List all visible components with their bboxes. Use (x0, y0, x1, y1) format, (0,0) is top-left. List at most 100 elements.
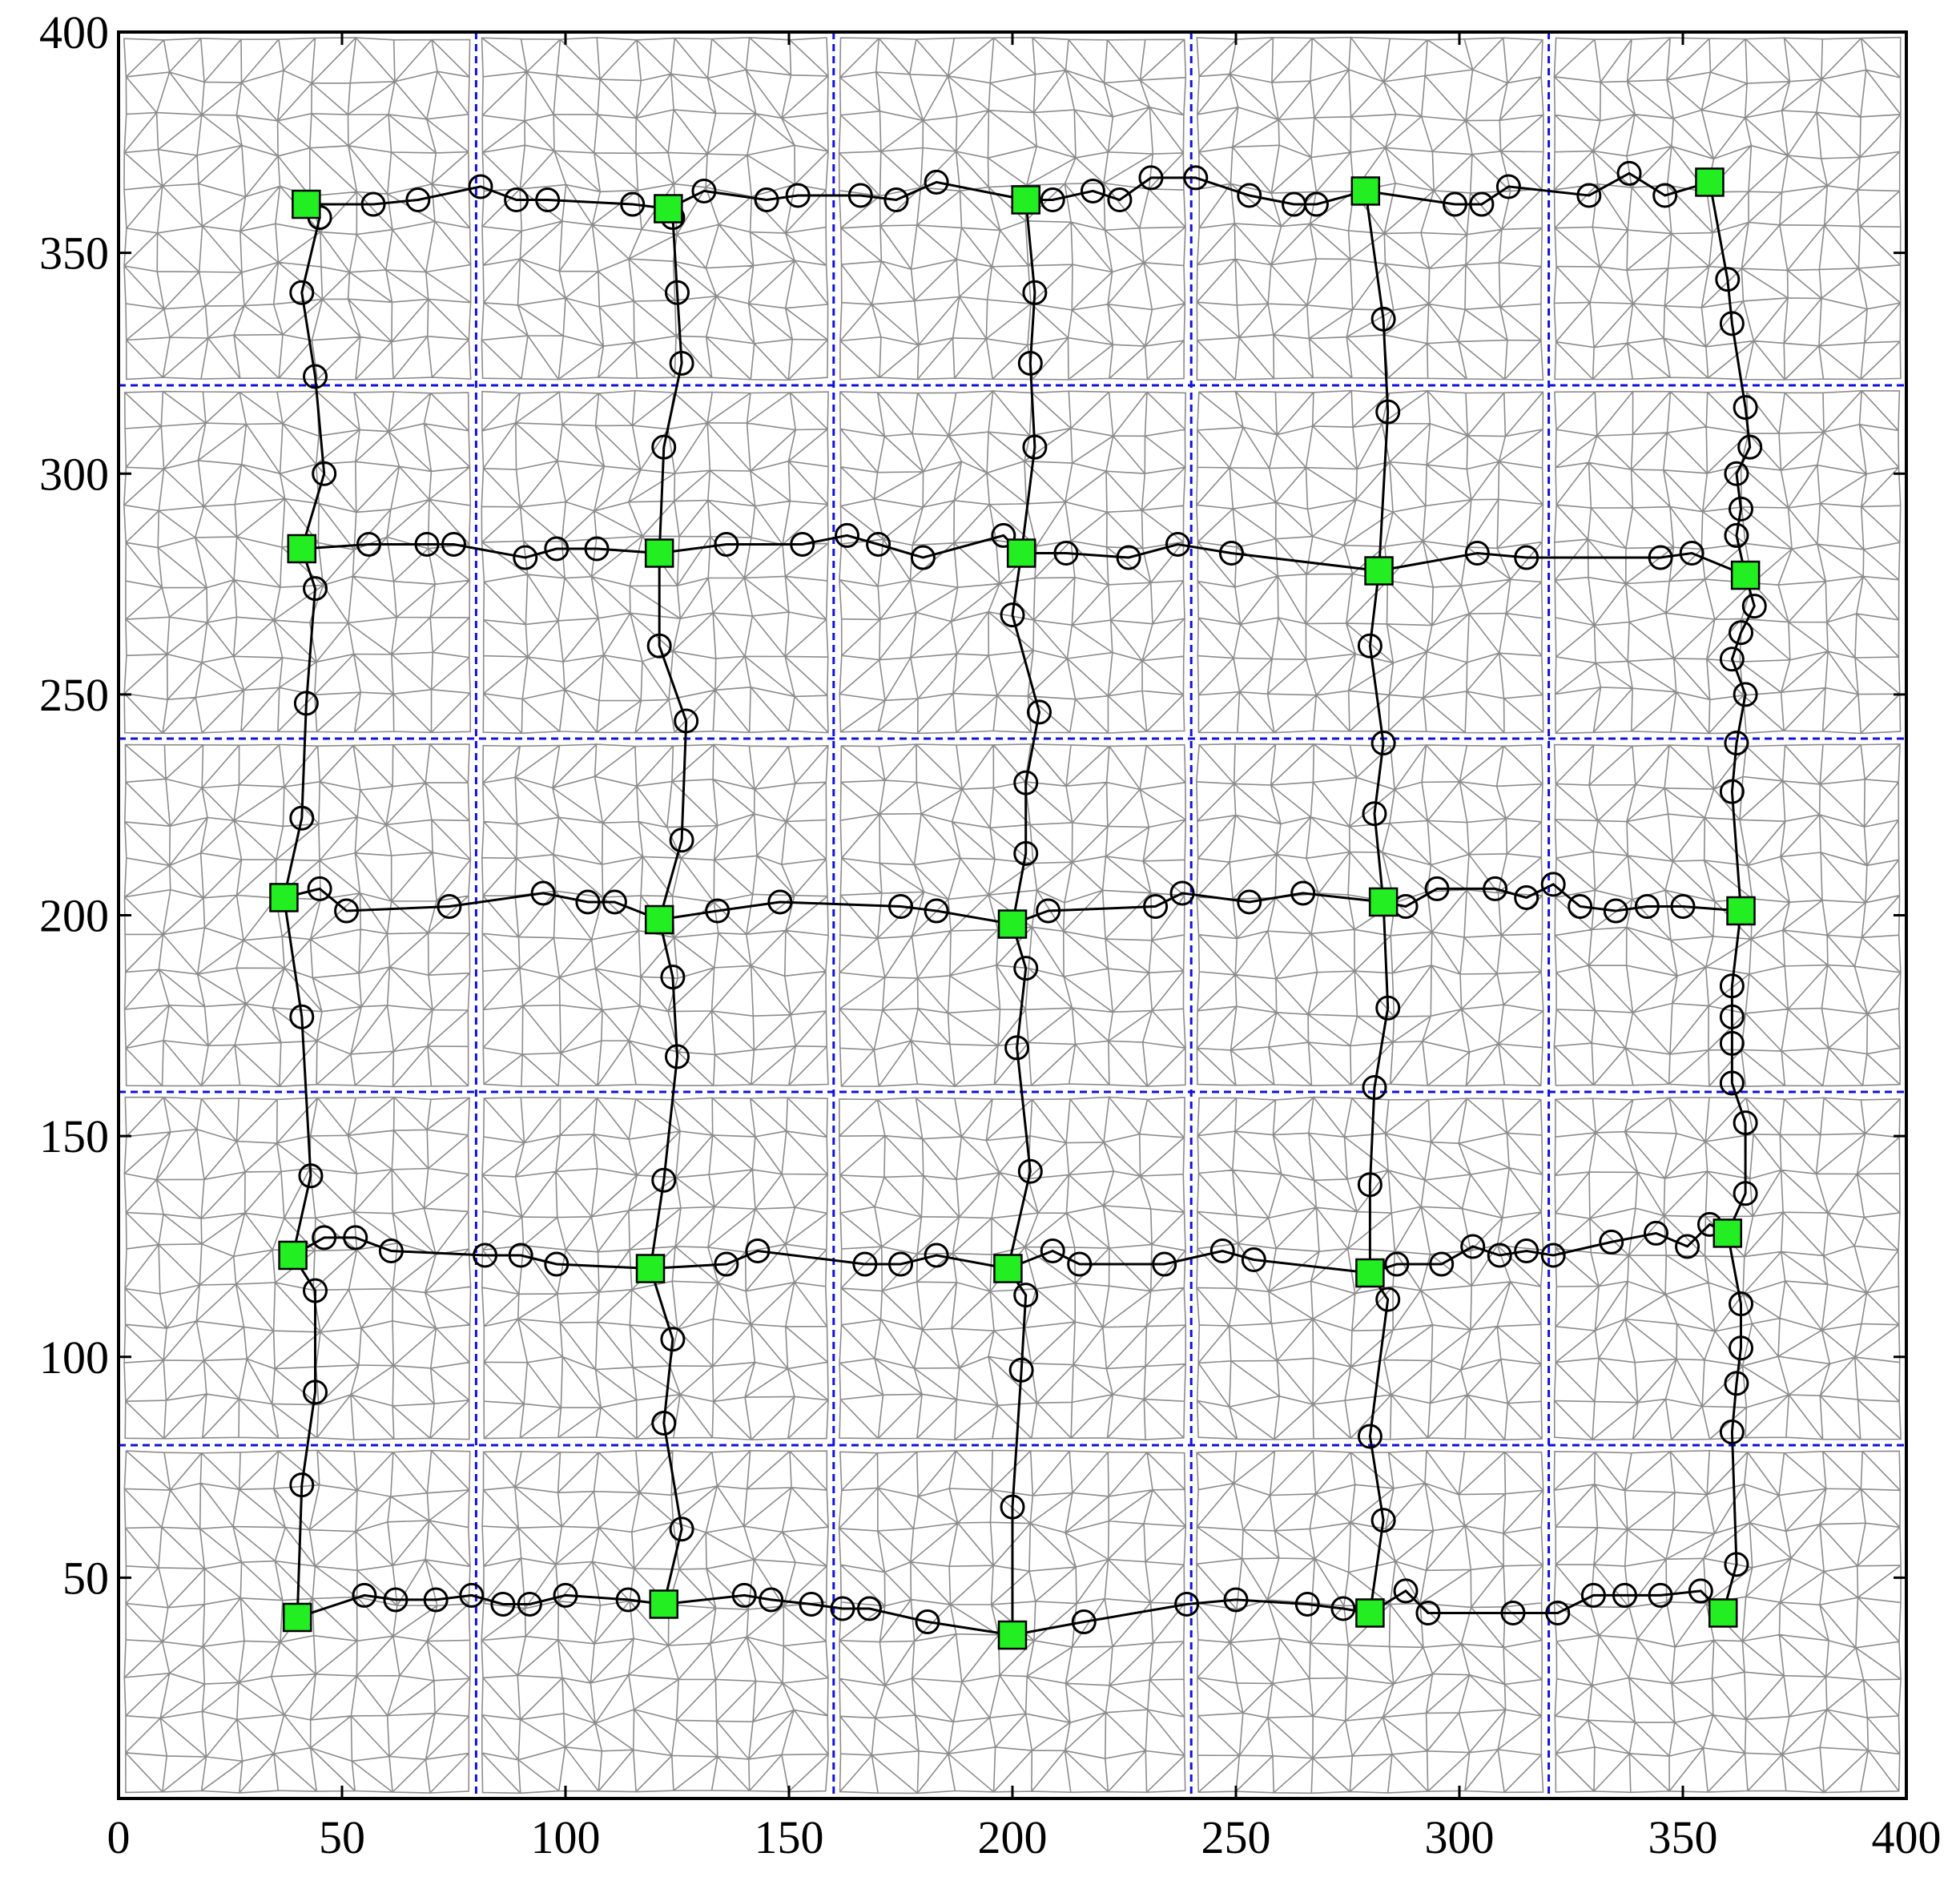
relay-node-marker (835, 522, 860, 548)
relay-node-marker (1568, 893, 1593, 919)
relay-node-marker (1013, 770, 1039, 795)
x-tick-label: 350 (1648, 1811, 1718, 1863)
relay-node-marker (1116, 545, 1141, 570)
relay-node-marker (660, 965, 686, 990)
anchor-node-marker (1730, 560, 1761, 590)
relay-node-marker (303, 1380, 328, 1405)
relay-node-marker (1143, 893, 1169, 919)
relay-node-marker (1719, 779, 1745, 804)
relay-node-marker (1071, 1609, 1097, 1634)
relay-node-marker (1576, 183, 1602, 208)
relay-node-marker (423, 1587, 449, 1613)
mesh-edges (1553, 389, 1902, 735)
relay-node-marker (1469, 191, 1495, 217)
relay-node-marker (1362, 801, 1387, 827)
relay-node-marker (1729, 1335, 1754, 1361)
anchor-node-marker (287, 534, 317, 564)
relay-node-marker (1741, 594, 1767, 619)
relay-node-marker (1080, 178, 1105, 203)
mesh-edges (481, 1097, 829, 1441)
mesh-edges (1553, 1097, 1902, 1441)
mesh-edges (1553, 1449, 1902, 1794)
relay-node-marker (1393, 1578, 1419, 1604)
relay-node-marker (1464, 540, 1490, 566)
relay-node-marker (1013, 1283, 1039, 1308)
relay-node-marker (1719, 311, 1745, 336)
relay-node-marker (866, 531, 891, 557)
axes: 0 50 100 150 200 250 300 350 400 50 100 150 200 250 30… (39, 6, 1942, 1863)
mesh-edges (839, 1096, 1187, 1441)
relay-node-marker (1634, 893, 1660, 919)
mesh-edges (123, 37, 472, 381)
relay-node-marker (924, 169, 949, 195)
relay-node-marker (1616, 160, 1642, 186)
relay-node-marker (1733, 1110, 1758, 1136)
relay-node-marker (1719, 973, 1745, 999)
x-tick-label: 0 (107, 1811, 131, 1863)
relay-node-marker (1036, 898, 1061, 924)
mesh-edges (123, 1096, 472, 1441)
relay-node-marker (1067, 1251, 1093, 1277)
mesh-cell (1553, 1097, 1902, 1441)
relay-node-marker (584, 536, 610, 562)
relay-node-marker (544, 536, 569, 562)
relay-node-marker (1294, 1591, 1320, 1617)
relay-node-marker (1000, 602, 1025, 628)
mesh-cell (1553, 1449, 1902, 1794)
relay-node-marker (303, 364, 328, 389)
anchor-node-marker (1726, 896, 1756, 926)
relay-node-marker (888, 1251, 913, 1277)
relay-node-marker (1237, 889, 1262, 915)
mesh-cell (481, 37, 829, 381)
relay-node-marker (553, 1582, 578, 1608)
relay-node-marker (1487, 1243, 1512, 1268)
relay-node-marker (767, 889, 793, 915)
relay-node-marker (1370, 731, 1396, 756)
x-tick-label: 200 (978, 1811, 1048, 1863)
relay-node-marker (910, 545, 936, 570)
relay-node-marker (674, 708, 699, 734)
relay-node-marker (437, 893, 462, 919)
relay-node-marker (414, 531, 440, 557)
relay-node-marker (602, 889, 627, 915)
anchor-node-marker (1368, 887, 1399, 917)
relay-node-marker (1724, 731, 1749, 756)
relay-node-marker (620, 191, 646, 217)
relay-node-marker (745, 1238, 771, 1263)
mesh-edges (838, 1449, 1187, 1794)
relay-node-marker (289, 1004, 315, 1029)
anchor-node-marker (269, 883, 299, 912)
relay-node-marker (1675, 1234, 1700, 1259)
relay-node-marker (1733, 1181, 1758, 1206)
relay-node-marker (924, 1243, 949, 1268)
relay-node-marker (504, 187, 529, 212)
relay-node-marker (352, 1582, 377, 1608)
relay-node-marker (1375, 399, 1401, 425)
relay-node-marker (544, 1251, 569, 1277)
relay-node-marker (852, 1251, 878, 1277)
y-tick-label: 350 (39, 228, 109, 280)
anchor-node-marker (635, 1254, 666, 1283)
relay-node-marker (785, 183, 811, 208)
relay-node-marker (289, 1472, 315, 1498)
relay-node-marker (1384, 1251, 1410, 1277)
relay-node-marker (1729, 496, 1754, 522)
relay-node-marker (535, 187, 561, 212)
relay-node-marker (1053, 540, 1079, 566)
relay-node-marker (1357, 1424, 1382, 1449)
relay-node-marker (665, 280, 690, 305)
mesh-cell (123, 1096, 472, 1441)
anchor-node-marker (654, 194, 683, 224)
anchor-node-marker (1355, 1598, 1385, 1628)
relay-node-marker (714, 1251, 739, 1277)
anchor-node-marker (649, 1589, 679, 1619)
relay-node-marker (731, 1582, 757, 1608)
relay-node-marker (1580, 1582, 1606, 1608)
relay-node-marker (1737, 434, 1763, 460)
relay-node-marker (473, 1243, 498, 1268)
relay-node-marker (1719, 1030, 1745, 1056)
x-tick-label: 250 (1201, 1811, 1271, 1863)
y-tick-label: 100 (39, 1331, 109, 1384)
relay-node-marker (1152, 1251, 1177, 1277)
